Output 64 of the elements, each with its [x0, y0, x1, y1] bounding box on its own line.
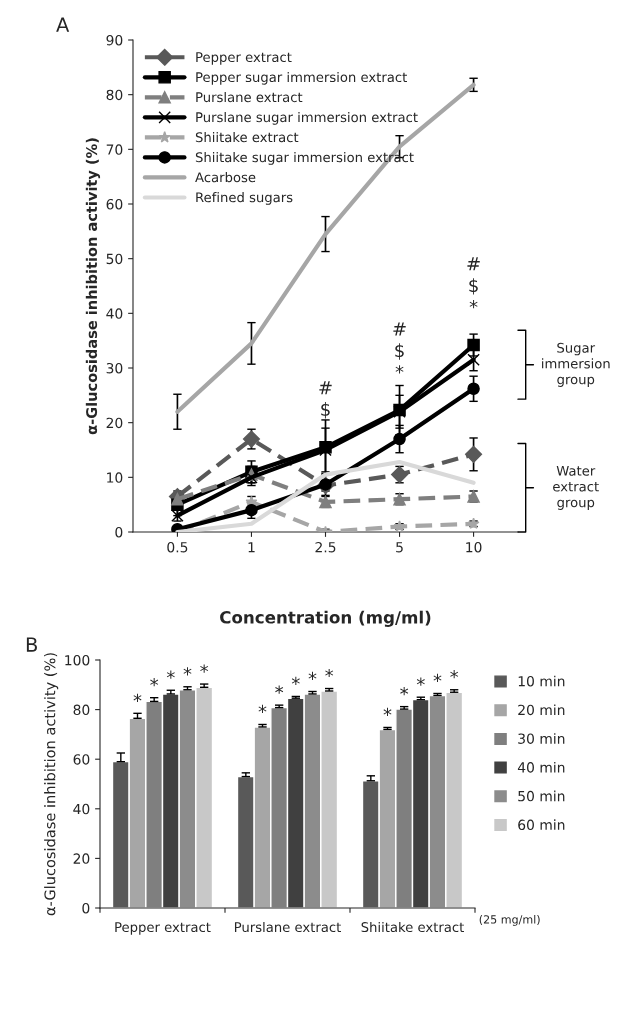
y-axis-title: α-Glucosidase inhibition activity (%): [85, 138, 101, 435]
y-tick-label: 0: [115, 526, 123, 538]
y-tick-label: 80: [106, 89, 123, 101]
data-label: *: [400, 686, 409, 696]
annotation: # $: [319, 381, 332, 419]
text: Water extract group: [553, 465, 599, 510]
data-label: *: [325, 668, 334, 678]
y-tick-label: 70: [106, 144, 123, 155]
legend-label: Shiitake extract: [195, 131, 299, 143]
data-label: *: [133, 693, 142, 702]
y-tick-label: 60: [73, 754, 90, 765]
data-label: *: [150, 678, 159, 687]
data-label: *: [183, 667, 192, 676]
legend-label: Refined sugars: [196, 192, 293, 205]
y-axis-title: α-Glucosidase inhibition activity (%): [44, 653, 59, 916]
data-label: *: [275, 685, 284, 694]
legend-label: 30 min: [518, 733, 565, 744]
x-tick-label: 1: [248, 542, 255, 553]
x-tick-label: 10: [466, 541, 482, 553]
legend-label: Pepper extract: [196, 52, 292, 65]
y-tick-label: 30: [106, 362, 123, 374]
y-tick-label: 10: [107, 472, 123, 483]
y-tick-label: 0: [82, 902, 90, 914]
y-tick-label: 100: [65, 654, 90, 666]
legend-label: 50 min: [518, 790, 565, 802]
chart-title: A: [56, 17, 70, 32]
chart-title: B: [26, 637, 37, 652]
y-tick-label: 40: [73, 803, 90, 815]
y-tick-label: 50: [106, 253, 123, 265]
data-label: *: [200, 664, 209, 673]
legend-label: Purslane extract: [196, 91, 303, 103]
data-label: *: [383, 707, 392, 717]
legend-label: 20 min: [518, 704, 565, 716]
x-tick-label: 0.5: [167, 541, 188, 553]
text: Sugar immersion group: [542, 342, 610, 387]
data-label: *: [166, 670, 175, 679]
data-label: *: [433, 673, 442, 683]
data-label: *: [308, 671, 317, 681]
legend-label: Shiitake sugar immersion extract: [195, 152, 414, 165]
legend-label: 10 min: [518, 675, 565, 687]
x-axis-title: Concentration (mg/ml): [220, 610, 431, 627]
x-tick-label: 5: [396, 542, 403, 553]
legend-label: Purslane sugar immersion extract: [196, 111, 418, 125]
y-tick-label: 20: [73, 853, 90, 864]
text: (25 mg/ml): [479, 915, 540, 926]
data-label: *: [291, 676, 300, 686]
y-tick-label: 40: [106, 308, 123, 319]
legend-label: 60 min: [518, 819, 565, 831]
x-tick-label: Pepper extract: [115, 922, 211, 935]
x-tick-label: Shiitake extract: [361, 921, 464, 933]
annotation: # $ *: [467, 257, 480, 309]
y-tick-label: 80: [73, 704, 90, 716]
data-label: *: [416, 677, 425, 686]
x-tick-label: Purslane extract: [234, 921, 341, 933]
legend-label: Acarbose: [195, 172, 256, 183]
legend-label: 40 min: [517, 761, 565, 773]
legend-label: Pepper sugar immersion extract: [196, 71, 407, 85]
y-tick-label: 60: [106, 198, 123, 210]
data-label: *: [258, 704, 267, 714]
y-tick-label: 20: [106, 417, 123, 429]
x-tick-label: 2.5: [315, 541, 336, 553]
y-tick-label: 90: [106, 34, 123, 46]
annotation: # $ *: [393, 322, 406, 374]
data-label: *: [450, 670, 459, 679]
